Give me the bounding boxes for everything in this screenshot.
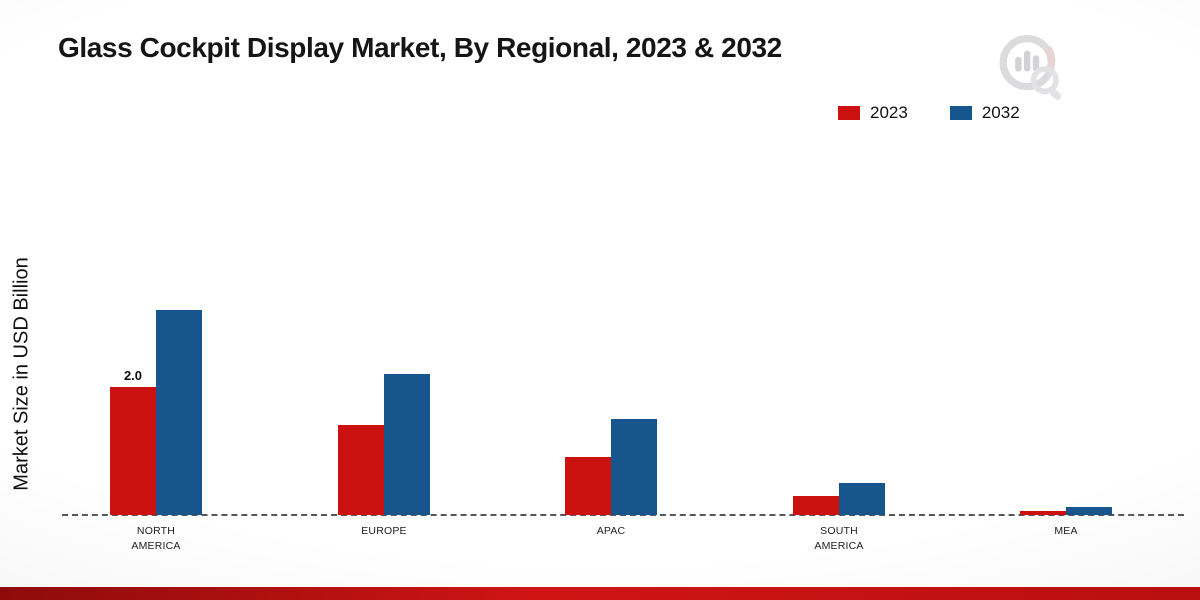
legend-item-2023: 2023 <box>838 103 908 123</box>
legend: 2023 2032 <box>838 103 1020 123</box>
category-label-apac: APAC <box>596 525 626 537</box>
category-label-mea: MEA <box>1054 525 1078 537</box>
bar-2023-apac <box>565 457 611 515</box>
x-axis-baseline <box>62 514 1184 516</box>
watermark-logo-icon <box>999 35 1062 100</box>
bar-group-south-america <box>793 0 885 515</box>
bar-group-north-america: 2.0 <box>110 0 202 515</box>
bar-2023-europe <box>338 425 384 515</box>
legend-swatch-2032 <box>949 106 972 120</box>
chart-title: Glass Cockpit Display Market, By Regiona… <box>58 32 782 63</box>
bar-2023-south-america <box>793 495 839 515</box>
bar-2032-south-america <box>839 483 885 515</box>
category-label-south-america: SOUTH AMERICA <box>814 525 864 553</box>
category-label-north-america: NORTH AMERICA <box>131 525 181 553</box>
bar-value-label-2023-north-america: 2.0 <box>123 368 143 383</box>
bar-group-europe <box>338 0 430 515</box>
bar-2032-apac <box>611 419 657 515</box>
bar-group-mea <box>1020 0 1112 515</box>
legend-item-2032: 2032 <box>949 103 1020 123</box>
bar-2032-mea <box>1066 507 1112 515</box>
bar-2023-mea <box>1020 510 1066 515</box>
legend-swatch-2023 <box>838 106 860 120</box>
bar-group-apac <box>565 0 657 515</box>
category-label-europe: EUROPE <box>361 525 407 537</box>
legend-label-2032: 2032 <box>981 103 1020 122</box>
bar-2023-north-america <box>110 387 156 515</box>
bar-2032-north-america <box>156 310 202 515</box>
bar-2032-europe <box>384 374 430 515</box>
footer-accent-bar <box>0 587 1200 600</box>
legend-label-2023: 2023 <box>870 103 908 122</box>
